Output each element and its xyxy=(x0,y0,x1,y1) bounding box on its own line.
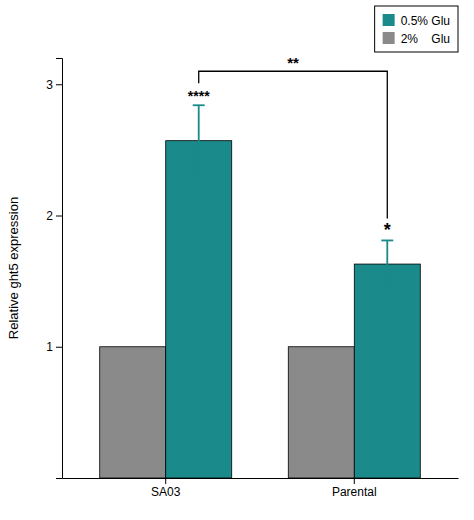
annotation: * xyxy=(384,220,391,240)
annotation: ** xyxy=(287,54,299,71)
x-axis: SA03 Parental xyxy=(63,478,459,499)
annotation: **** xyxy=(188,88,210,104)
bar xyxy=(166,141,232,478)
y-tick: 3 xyxy=(46,78,62,92)
error-line xyxy=(198,105,200,176)
error-bar xyxy=(193,105,205,176)
error-cap xyxy=(381,287,393,289)
bracket-line xyxy=(199,71,388,218)
y-tick: 2 xyxy=(46,209,62,223)
marks xyxy=(100,105,421,478)
x-tick: SA03 xyxy=(151,478,181,499)
legend-item: 0.5% Glu xyxy=(383,14,450,28)
error-line xyxy=(386,240,388,287)
y-axis: 1 2 3 xyxy=(46,59,62,479)
x-tick-label: Parental xyxy=(332,485,377,499)
bar-series xyxy=(166,105,421,478)
x-tick-line xyxy=(354,478,355,484)
legend-frame xyxy=(375,6,458,52)
y-axis-line xyxy=(56,59,63,479)
x-tick: Parental xyxy=(332,478,377,499)
x-tick-label: SA03 xyxy=(151,485,181,499)
bracket: ** xyxy=(199,54,388,218)
x-tick-line xyxy=(165,478,166,484)
y-tick: 1 xyxy=(46,340,62,354)
legend-item: 2% Glu xyxy=(383,32,450,46)
error-cap xyxy=(193,175,205,177)
legend: 0.5% Glu 2% Glu xyxy=(375,6,458,52)
legend-label: 0.5% Glu xyxy=(401,14,450,28)
y-tick-label: 2 xyxy=(46,209,53,223)
plot: SA03Parental123******* xyxy=(46,54,458,498)
y-tick-label: 3 xyxy=(46,78,53,92)
chart: SA03Parental123*******Relative ght5 expr… xyxy=(0,0,474,520)
y-tick-line xyxy=(56,84,62,85)
bar xyxy=(100,347,166,478)
error-cap xyxy=(193,104,205,106)
legend-swatch xyxy=(383,14,395,26)
y-tick-line xyxy=(56,216,62,217)
legend-swatch xyxy=(383,32,395,44)
x-axis-line xyxy=(63,478,459,479)
y-axis-title: Relative ght5 expression xyxy=(6,197,21,339)
y-tick-label: 1 xyxy=(46,340,53,354)
error-bar xyxy=(381,240,393,287)
annotations: ******* xyxy=(188,54,391,240)
y-tick-line xyxy=(56,347,62,348)
bar xyxy=(288,347,354,478)
bar xyxy=(354,264,420,478)
legend-label: 2% Glu xyxy=(401,32,450,46)
